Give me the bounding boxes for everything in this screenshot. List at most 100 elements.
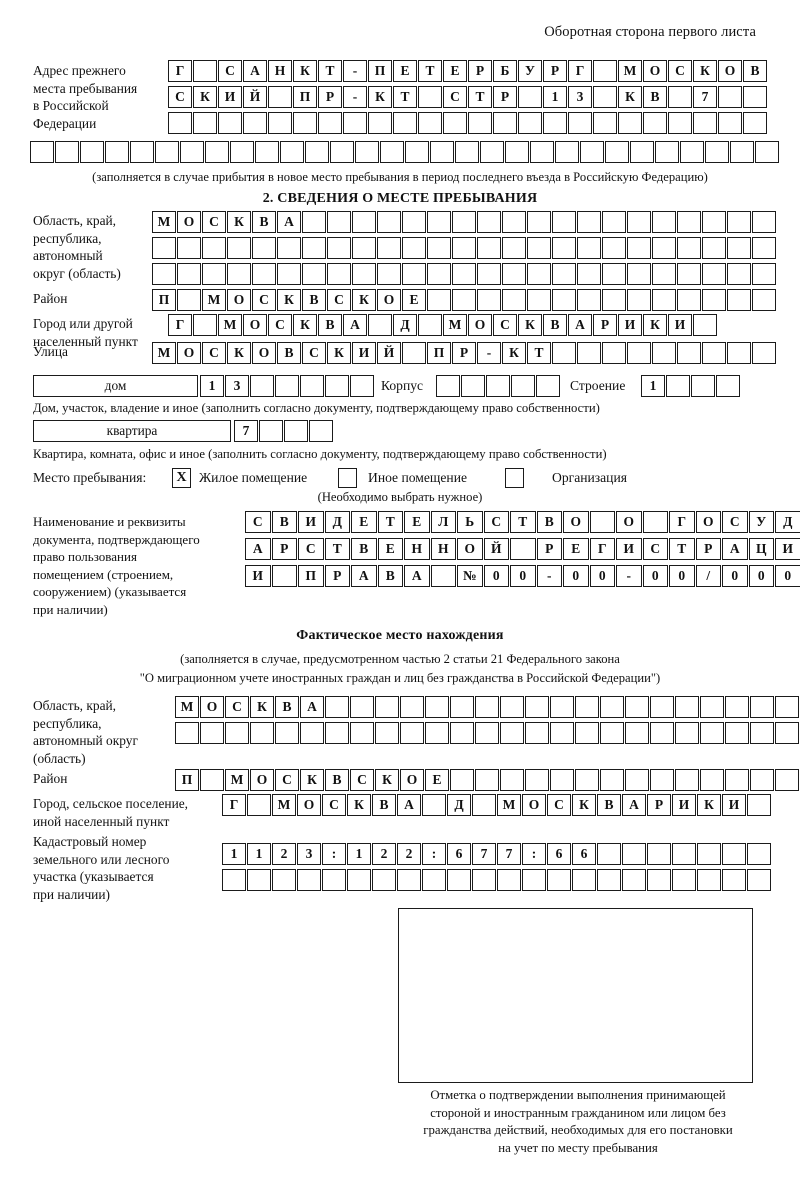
char-cell[interactable] [775, 696, 799, 718]
char-cell[interactable]: С [302, 342, 326, 364]
char-cell[interactable] [327, 263, 351, 285]
char-cell[interactable] [775, 722, 799, 744]
char-cell[interactable] [502, 237, 526, 259]
flat-row[interactable]: 7 [234, 420, 333, 442]
char-cell[interactable] [666, 375, 690, 397]
char-cell[interactable]: Е [404, 511, 430, 533]
char-cell[interactable]: И [672, 794, 696, 816]
char-cell[interactable] [647, 869, 671, 891]
char-cell[interactable]: В [351, 538, 377, 560]
char-cell[interactable] [752, 237, 776, 259]
char-cell[interactable]: В [597, 794, 621, 816]
char-cell[interactable]: А [397, 794, 421, 816]
char-cell[interactable]: 2 [372, 843, 396, 865]
char-cell[interactable] [309, 420, 333, 442]
char-cell[interactable] [455, 141, 479, 163]
char-cell[interactable]: К [502, 342, 526, 364]
char-cell[interactable] [743, 86, 767, 108]
char-cell[interactable] [752, 342, 776, 364]
char-cell[interactable]: 1 [641, 375, 665, 397]
char-cell[interactable] [427, 211, 451, 233]
char-cell[interactable]: В [372, 794, 396, 816]
char-cell[interactable]: В [377, 565, 403, 587]
char-cell[interactable] [402, 263, 426, 285]
char-cell[interactable]: К [300, 769, 324, 791]
char-cell[interactable]: Е [425, 769, 449, 791]
char-cell[interactable]: П [175, 769, 199, 791]
char-cell[interactable] [325, 375, 349, 397]
char-cell[interactable] [652, 211, 676, 233]
char-cell[interactable] [200, 722, 224, 744]
char-cell[interactable]: - [477, 342, 501, 364]
char-cell[interactable] [250, 375, 274, 397]
char-cell[interactable]: А [568, 314, 592, 336]
char-cell[interactable]: 0 [775, 565, 800, 587]
char-cell[interactable]: О [177, 211, 201, 233]
char-cell[interactable] [475, 696, 499, 718]
char-cell[interactable] [477, 263, 501, 285]
char-cell[interactable] [575, 722, 599, 744]
char-cell[interactable] [368, 314, 392, 336]
char-cell[interactable] [486, 375, 510, 397]
char-cell[interactable]: С [202, 342, 226, 364]
char-cell[interactable] [597, 869, 621, 891]
char-cell[interactable] [727, 237, 751, 259]
char-cell[interactable]: 1 [247, 843, 271, 865]
char-cell[interactable] [202, 237, 226, 259]
char-cell[interactable]: К [518, 314, 542, 336]
char-cell[interactable] [652, 342, 676, 364]
char-cell[interactable] [155, 141, 179, 163]
char-cell[interactable] [622, 843, 646, 865]
char-cell[interactable]: С [642, 538, 668, 560]
char-cell[interactable]: С [298, 538, 324, 560]
char-cell[interactable] [443, 112, 467, 134]
char-cell[interactable] [502, 211, 526, 233]
char-cell[interactable]: Т [377, 511, 403, 533]
char-cell[interactable]: Г [222, 794, 246, 816]
char-cell[interactable] [497, 869, 521, 891]
char-cell[interactable] [718, 86, 742, 108]
char-cell[interactable] [672, 869, 696, 891]
prev-address-row-3[interactable] [168, 112, 767, 134]
char-cell[interactable] [30, 141, 54, 163]
char-cell[interactable] [472, 869, 496, 891]
char-cell[interactable]: Д [324, 511, 350, 533]
char-cell[interactable] [130, 141, 154, 163]
char-cell[interactable] [222, 869, 246, 891]
char-cell[interactable]: В [271, 511, 297, 533]
char-cell[interactable] [372, 869, 396, 891]
char-cell[interactable] [593, 60, 617, 82]
char-cell[interactable] [677, 263, 701, 285]
char-cell[interactable]: П [427, 342, 451, 364]
char-cell[interactable] [500, 769, 524, 791]
char-cell[interactable] [675, 769, 699, 791]
char-cell[interactable] [593, 112, 617, 134]
char-cell[interactable]: К [368, 86, 392, 108]
char-cell[interactable] [518, 86, 542, 108]
char-cell[interactable] [322, 869, 346, 891]
char-cell[interactable] [477, 289, 501, 311]
char-cell[interactable] [675, 722, 699, 744]
char-cell[interactable] [543, 112, 567, 134]
char-cell[interactable]: С [322, 794, 346, 816]
char-cell[interactable]: С [722, 511, 748, 533]
char-cell[interactable] [600, 696, 624, 718]
char-cell[interactable] [655, 141, 679, 163]
char-cell[interactable] [450, 769, 474, 791]
char-cell[interactable] [493, 112, 517, 134]
char-cell[interactable]: У [518, 60, 542, 82]
char-cell[interactable] [625, 722, 649, 744]
char-cell[interactable] [725, 696, 749, 718]
char-cell[interactable]: 2 [397, 843, 421, 865]
char-cell[interactable] [577, 342, 601, 364]
char-cell[interactable] [647, 843, 671, 865]
char-cell[interactable] [580, 141, 604, 163]
char-cell[interactable]: Р [271, 538, 297, 560]
char-cell[interactable] [230, 141, 254, 163]
char-cell[interactable]: Д [393, 314, 417, 336]
char-cell[interactable]: К [277, 289, 301, 311]
char-cell[interactable]: Т [393, 86, 417, 108]
char-cell[interactable]: Р [695, 538, 721, 560]
char-cell[interactable]: И [352, 342, 376, 364]
